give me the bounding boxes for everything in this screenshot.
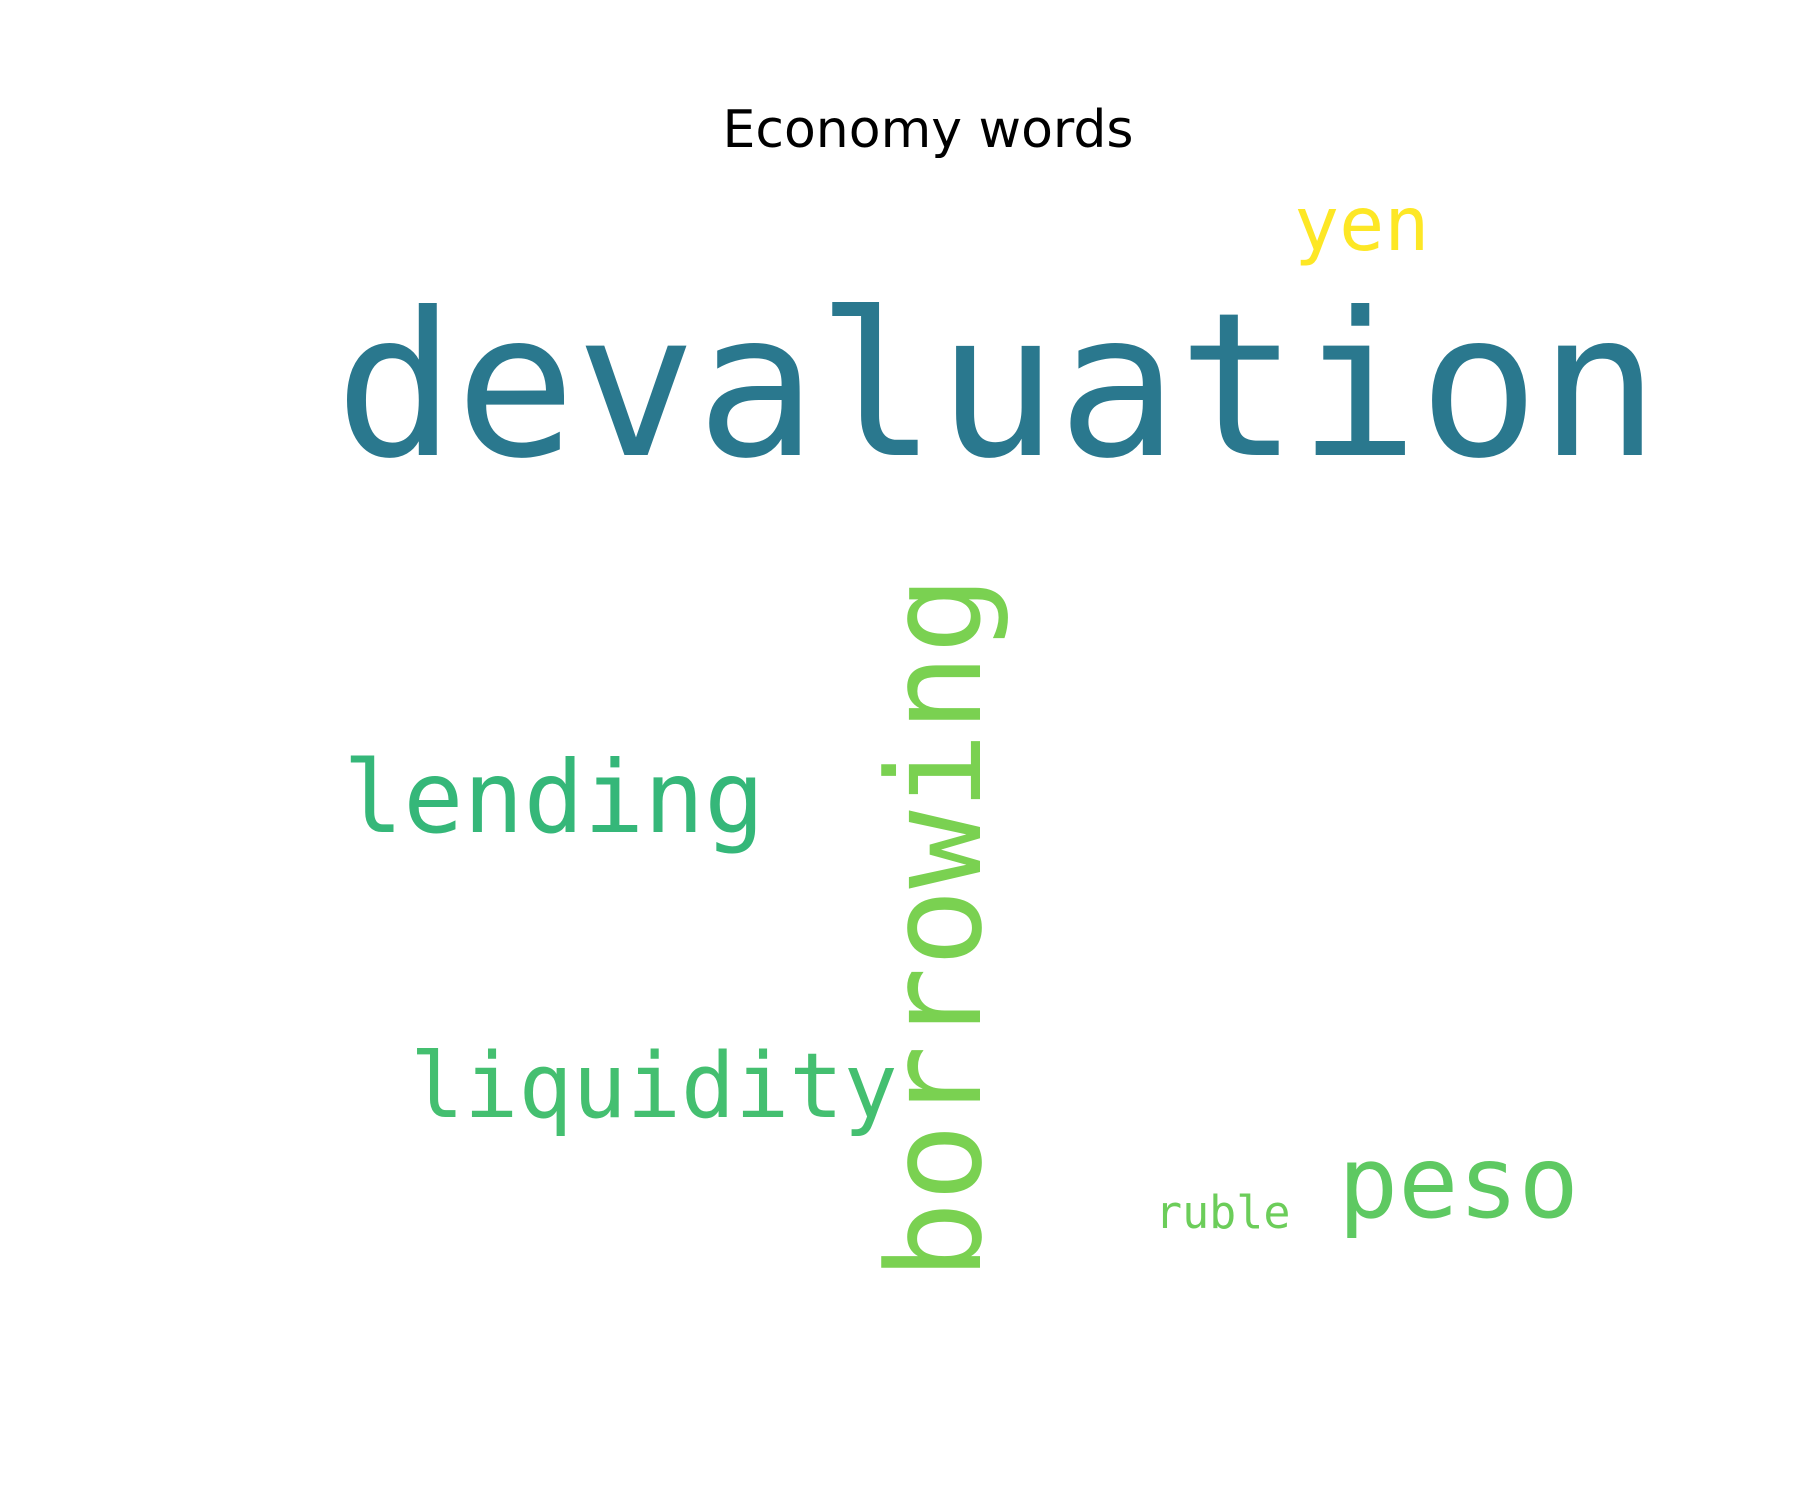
word-peso: peso	[1338, 1124, 1579, 1241]
word-yen: yen	[1294, 180, 1429, 268]
chart-title: Economy words	[722, 100, 1134, 160]
word-borrowing: borrowing	[859, 576, 1011, 1280]
word-devaluation: devaluation	[335, 270, 1660, 503]
word-ruble: ruble	[1155, 1186, 1290, 1239]
word-lending: lending	[343, 739, 764, 856]
word-liquidity: liquidity	[410, 1034, 898, 1139]
